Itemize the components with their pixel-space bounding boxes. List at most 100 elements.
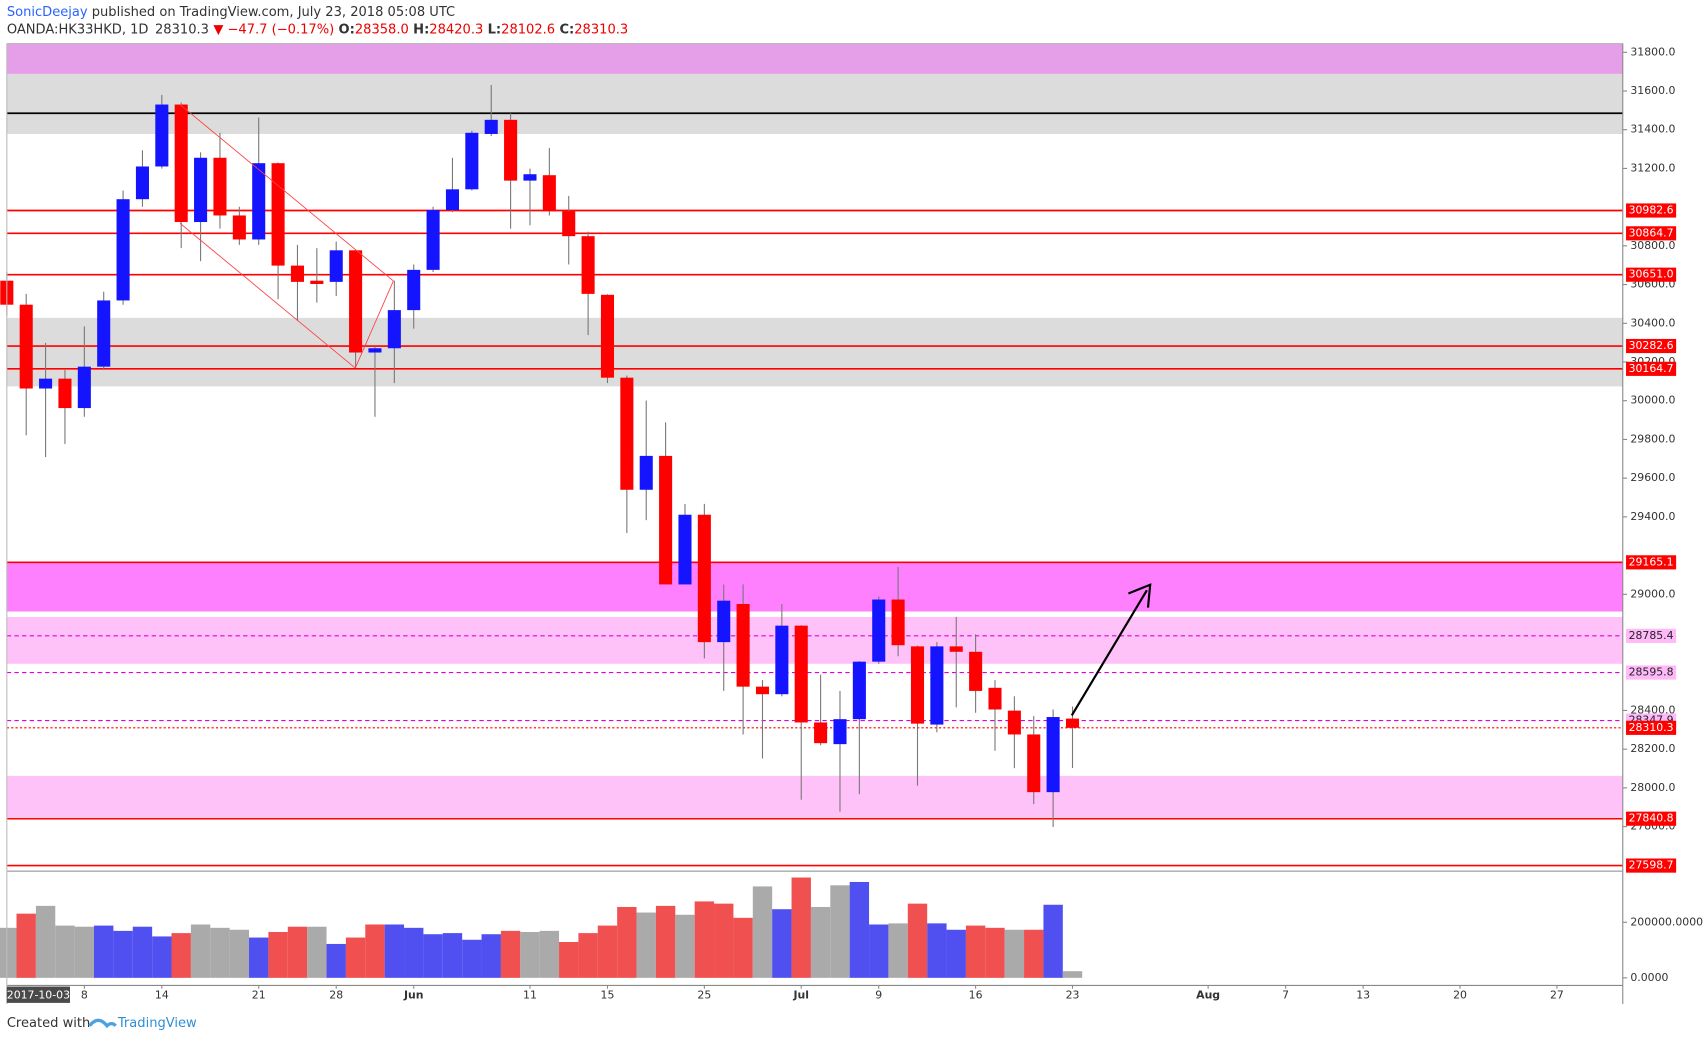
- volume-bar: [0, 927, 17, 978]
- zone: [6, 73, 1623, 134]
- volume-bar: [559, 941, 579, 978]
- volume-bar: [210, 927, 230, 978]
- arrow-head: [1128, 583, 1152, 608]
- volume-bar: [810, 906, 831, 978]
- volume-bar: [1043, 904, 1063, 978]
- candle-body: [445, 189, 460, 211]
- candle-body: [969, 651, 983, 691]
- x-tick-label: 9: [875, 988, 882, 1001]
- volume-bar: [462, 939, 482, 978]
- price-tag: [1626, 720, 1677, 735]
- candle-body: [523, 174, 537, 181]
- candle-body: [116, 199, 130, 301]
- price-tag-label: 30982.6: [1629, 204, 1674, 217]
- candle-body: [775, 625, 789, 695]
- price-tag: [1626, 361, 1677, 376]
- candle-body: [155, 104, 169, 167]
- last: 28310.3: [155, 22, 209, 37]
- symbol-line: OANDA:HK33HKD, 1D 28310.3 ▼ −47.7 (−0.17%)…: [7, 22, 628, 37]
- candle-body: [542, 175, 556, 212]
- volume-bar: [1004, 929, 1025, 978]
- y-tick-label: 29400.0: [1630, 510, 1675, 523]
- volume-bar: [597, 925, 618, 978]
- candle-body: [891, 599, 905, 646]
- y-tick-label: 31200.0: [1630, 161, 1675, 174]
- volume-bar: [481, 934, 501, 978]
- ohlc-key: L:: [488, 22, 502, 37]
- header: SonicDeejay published on TradingView.com…: [7, 4, 455, 19]
- candle-body: [717, 600, 731, 643]
- volume-bar: [907, 903, 928, 978]
- ohlc-value: 28102.6: [501, 22, 555, 37]
- price-tag-label: 30651.0: [1629, 268, 1674, 281]
- y-tick-label: 29600.0: [1630, 471, 1675, 484]
- candle-body: [872, 599, 886, 662]
- candle-body: [562, 211, 576, 237]
- volume-bar: [94, 925, 114, 978]
- candle-body: [194, 157, 208, 223]
- candle-body: [387, 310, 401, 349]
- volume-bar: [229, 929, 250, 978]
- volume-bar: [345, 937, 366, 978]
- volume-bar: [578, 933, 598, 978]
- price-tag-label: 27840.8: [1629, 812, 1674, 825]
- x-tick-label: Aug: [1196, 988, 1220, 1001]
- candle-body: [19, 304, 33, 389]
- x-tick-label: 16: [969, 988, 983, 1001]
- candle-body: [310, 280, 324, 284]
- price-tag: [1626, 226, 1677, 241]
- candle-body: [620, 377, 634, 490]
- volume-bar: [655, 905, 676, 978]
- x-tick-label: Jun: [403, 988, 424, 1001]
- y-tick-label: 28400.0: [1630, 703, 1675, 716]
- candle-body: [581, 236, 595, 294]
- candle-body: [58, 378, 72, 409]
- price-tag: [1626, 203, 1677, 218]
- zone: [6, 43, 1623, 74]
- y-tick-label: 30400.0: [1630, 316, 1675, 329]
- volume-bar: [423, 934, 443, 978]
- candle-body: [407, 269, 421, 311]
- x-tick-label: 15: [601, 988, 615, 1001]
- zone: [6, 616, 1623, 664]
- volume-bar: [694, 901, 715, 978]
- volume-bar: [249, 937, 269, 978]
- volume-bar: [35, 905, 56, 978]
- volume-bar: [520, 931, 540, 978]
- candle-body: [329, 250, 343, 282]
- cursor-date-bg: [6, 986, 70, 1003]
- y-tick-label: 28000.0: [1630, 781, 1675, 794]
- candle-body: [794, 625, 808, 723]
- published: published on TradingView.com, July 23, 2…: [88, 4, 456, 19]
- cursor-date: 2017-10-03: [7, 988, 70, 1001]
- y-tick-label: 29000.0: [1630, 587, 1675, 600]
- candle-body: [600, 294, 615, 378]
- volume-bar: [714, 903, 734, 978]
- channel-line: [179, 222, 356, 369]
- volume-bar: [927, 923, 947, 978]
- price-tag: [1626, 338, 1677, 354]
- candle-body: [232, 215, 246, 240]
- volume-bar: [888, 923, 908, 978]
- volume-bar: [675, 914, 695, 978]
- price-tag-label: 28785.4: [1629, 629, 1674, 642]
- footer-brand[interactable]: TradingView: [117, 1016, 197, 1031]
- volume-bar: [1024, 929, 1044, 978]
- candle-body: [930, 646, 944, 725]
- volume-bar: [171, 933, 191, 978]
- x-tick-label: 21: [252, 988, 266, 1001]
- candle-body: [349, 250, 363, 353]
- volume-bar: [442, 933, 463, 978]
- volume-bar: [733, 917, 753, 978]
- volume-bar: [190, 924, 211, 978]
- candle-body: [697, 514, 711, 643]
- y-tick-label: 31800.0: [1630, 45, 1675, 58]
- candle-body: [290, 265, 304, 282]
- price-tag: [1626, 628, 1677, 643]
- price-tag-label: 28310.3: [1629, 721, 1674, 734]
- candle-body: [988, 687, 1002, 710]
- candle-body: [135, 166, 149, 200]
- volume-bar: [16, 913, 36, 978]
- ohlc-value: 28420.3: [429, 22, 483, 37]
